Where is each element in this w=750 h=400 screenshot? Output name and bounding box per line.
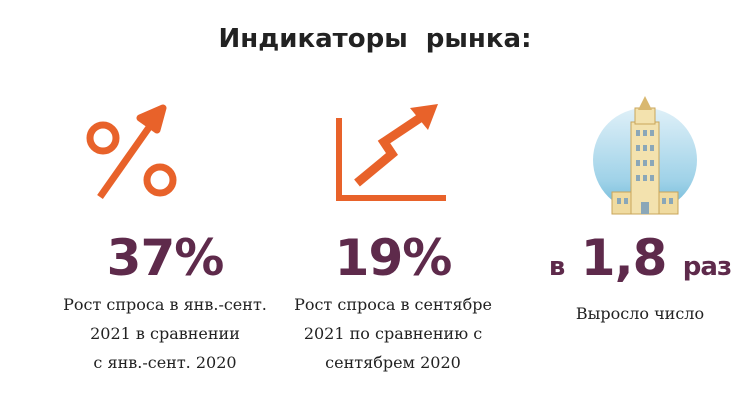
line: с янв.-сент. 2020: [93, 353, 237, 372]
line: 2021 в сравнении: [90, 324, 240, 343]
description: Рост спроса в сентябре 2021 по сравнению…: [268, 290, 518, 377]
percent-icon: [86, 104, 177, 200]
icons: [86, 96, 697, 215]
line: сентябрем 2020: [325, 353, 461, 372]
description: Рост спроса в янв.-сент. 2021 в сравнени…: [40, 290, 290, 377]
value: в 1,8 раз: [515, 228, 750, 297]
title: Индикаторы рынка:: [218, 24, 532, 54]
line: Рост спроса в сентябре: [294, 295, 492, 314]
growth-icon: [336, 104, 446, 201]
indicator: в 1,8 раз Выросло число: [515, 228, 750, 328]
suffix: раз: [682, 252, 732, 282]
prefix: в: [548, 252, 565, 282]
description: Выросло число: [515, 299, 750, 328]
indicator: 19% Рост спроса в сентябре 2021 по сравн…: [268, 228, 518, 377]
line: 2021 по сравнению с: [303, 324, 483, 343]
line: Выросло число: [575, 304, 705, 323]
number: 1,8: [580, 229, 668, 287]
line: Рост спроса в янв.-сент.: [63, 295, 267, 314]
value: 19%: [334, 229, 453, 287]
value: 37%: [106, 229, 225, 287]
indicator: 37% Рост спроса в янв.-сент. 2021 в срав…: [40, 228, 290, 377]
building-icon: [593, 96, 697, 215]
